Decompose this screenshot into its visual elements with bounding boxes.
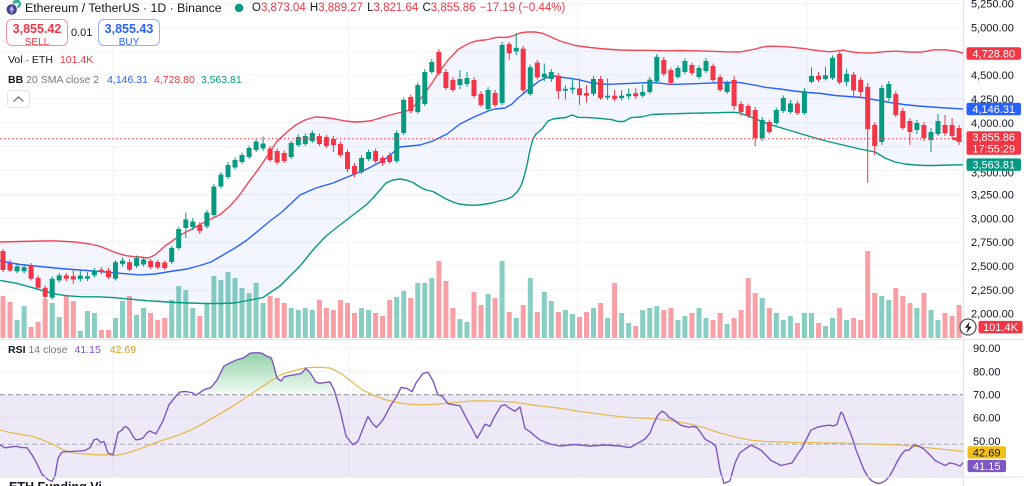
svg-text:90.00: 90.00 xyxy=(973,343,1001,355)
svg-text:101.4K: 101.4K xyxy=(983,322,1019,334)
svg-text:4,146.31: 4,146.31 xyxy=(972,104,1015,116)
svg-text:4,728.80: 4,728.80 xyxy=(972,48,1015,60)
svg-text:50.00: 50.00 xyxy=(973,436,1001,448)
svg-text:2,250.00: 2,250.00 xyxy=(971,285,1014,297)
svg-text:42.69: 42.69 xyxy=(973,447,1001,459)
svg-text:3,855.86: 3,855.86 xyxy=(972,132,1015,144)
svg-text:5,000.00: 5,000.00 xyxy=(971,22,1014,34)
svg-text:4,500.00: 4,500.00 xyxy=(971,70,1014,82)
svg-text:2,750.00: 2,750.00 xyxy=(971,237,1014,249)
svg-text:41.15: 41.15 xyxy=(973,461,1001,473)
svg-text:70.00: 70.00 xyxy=(973,390,1001,402)
svg-text:3,563.81: 3,563.81 xyxy=(972,160,1015,172)
svg-text:3,250.00: 3,250.00 xyxy=(971,189,1014,201)
svg-text:17:55:29: 17:55:29 xyxy=(972,144,1015,156)
svg-text:60.00: 60.00 xyxy=(973,413,1001,425)
svg-text:80.00: 80.00 xyxy=(973,366,1001,378)
svg-text:3,000.00: 3,000.00 xyxy=(971,213,1014,225)
svg-text:2,500.00: 2,500.00 xyxy=(971,261,1014,273)
svg-text:4,000.00: 4,000.00 xyxy=(971,118,1014,130)
svg-text:2,000.00: 2,000.00 xyxy=(971,309,1014,321)
svg-text:5,250.00: 5,250.00 xyxy=(971,0,1014,11)
